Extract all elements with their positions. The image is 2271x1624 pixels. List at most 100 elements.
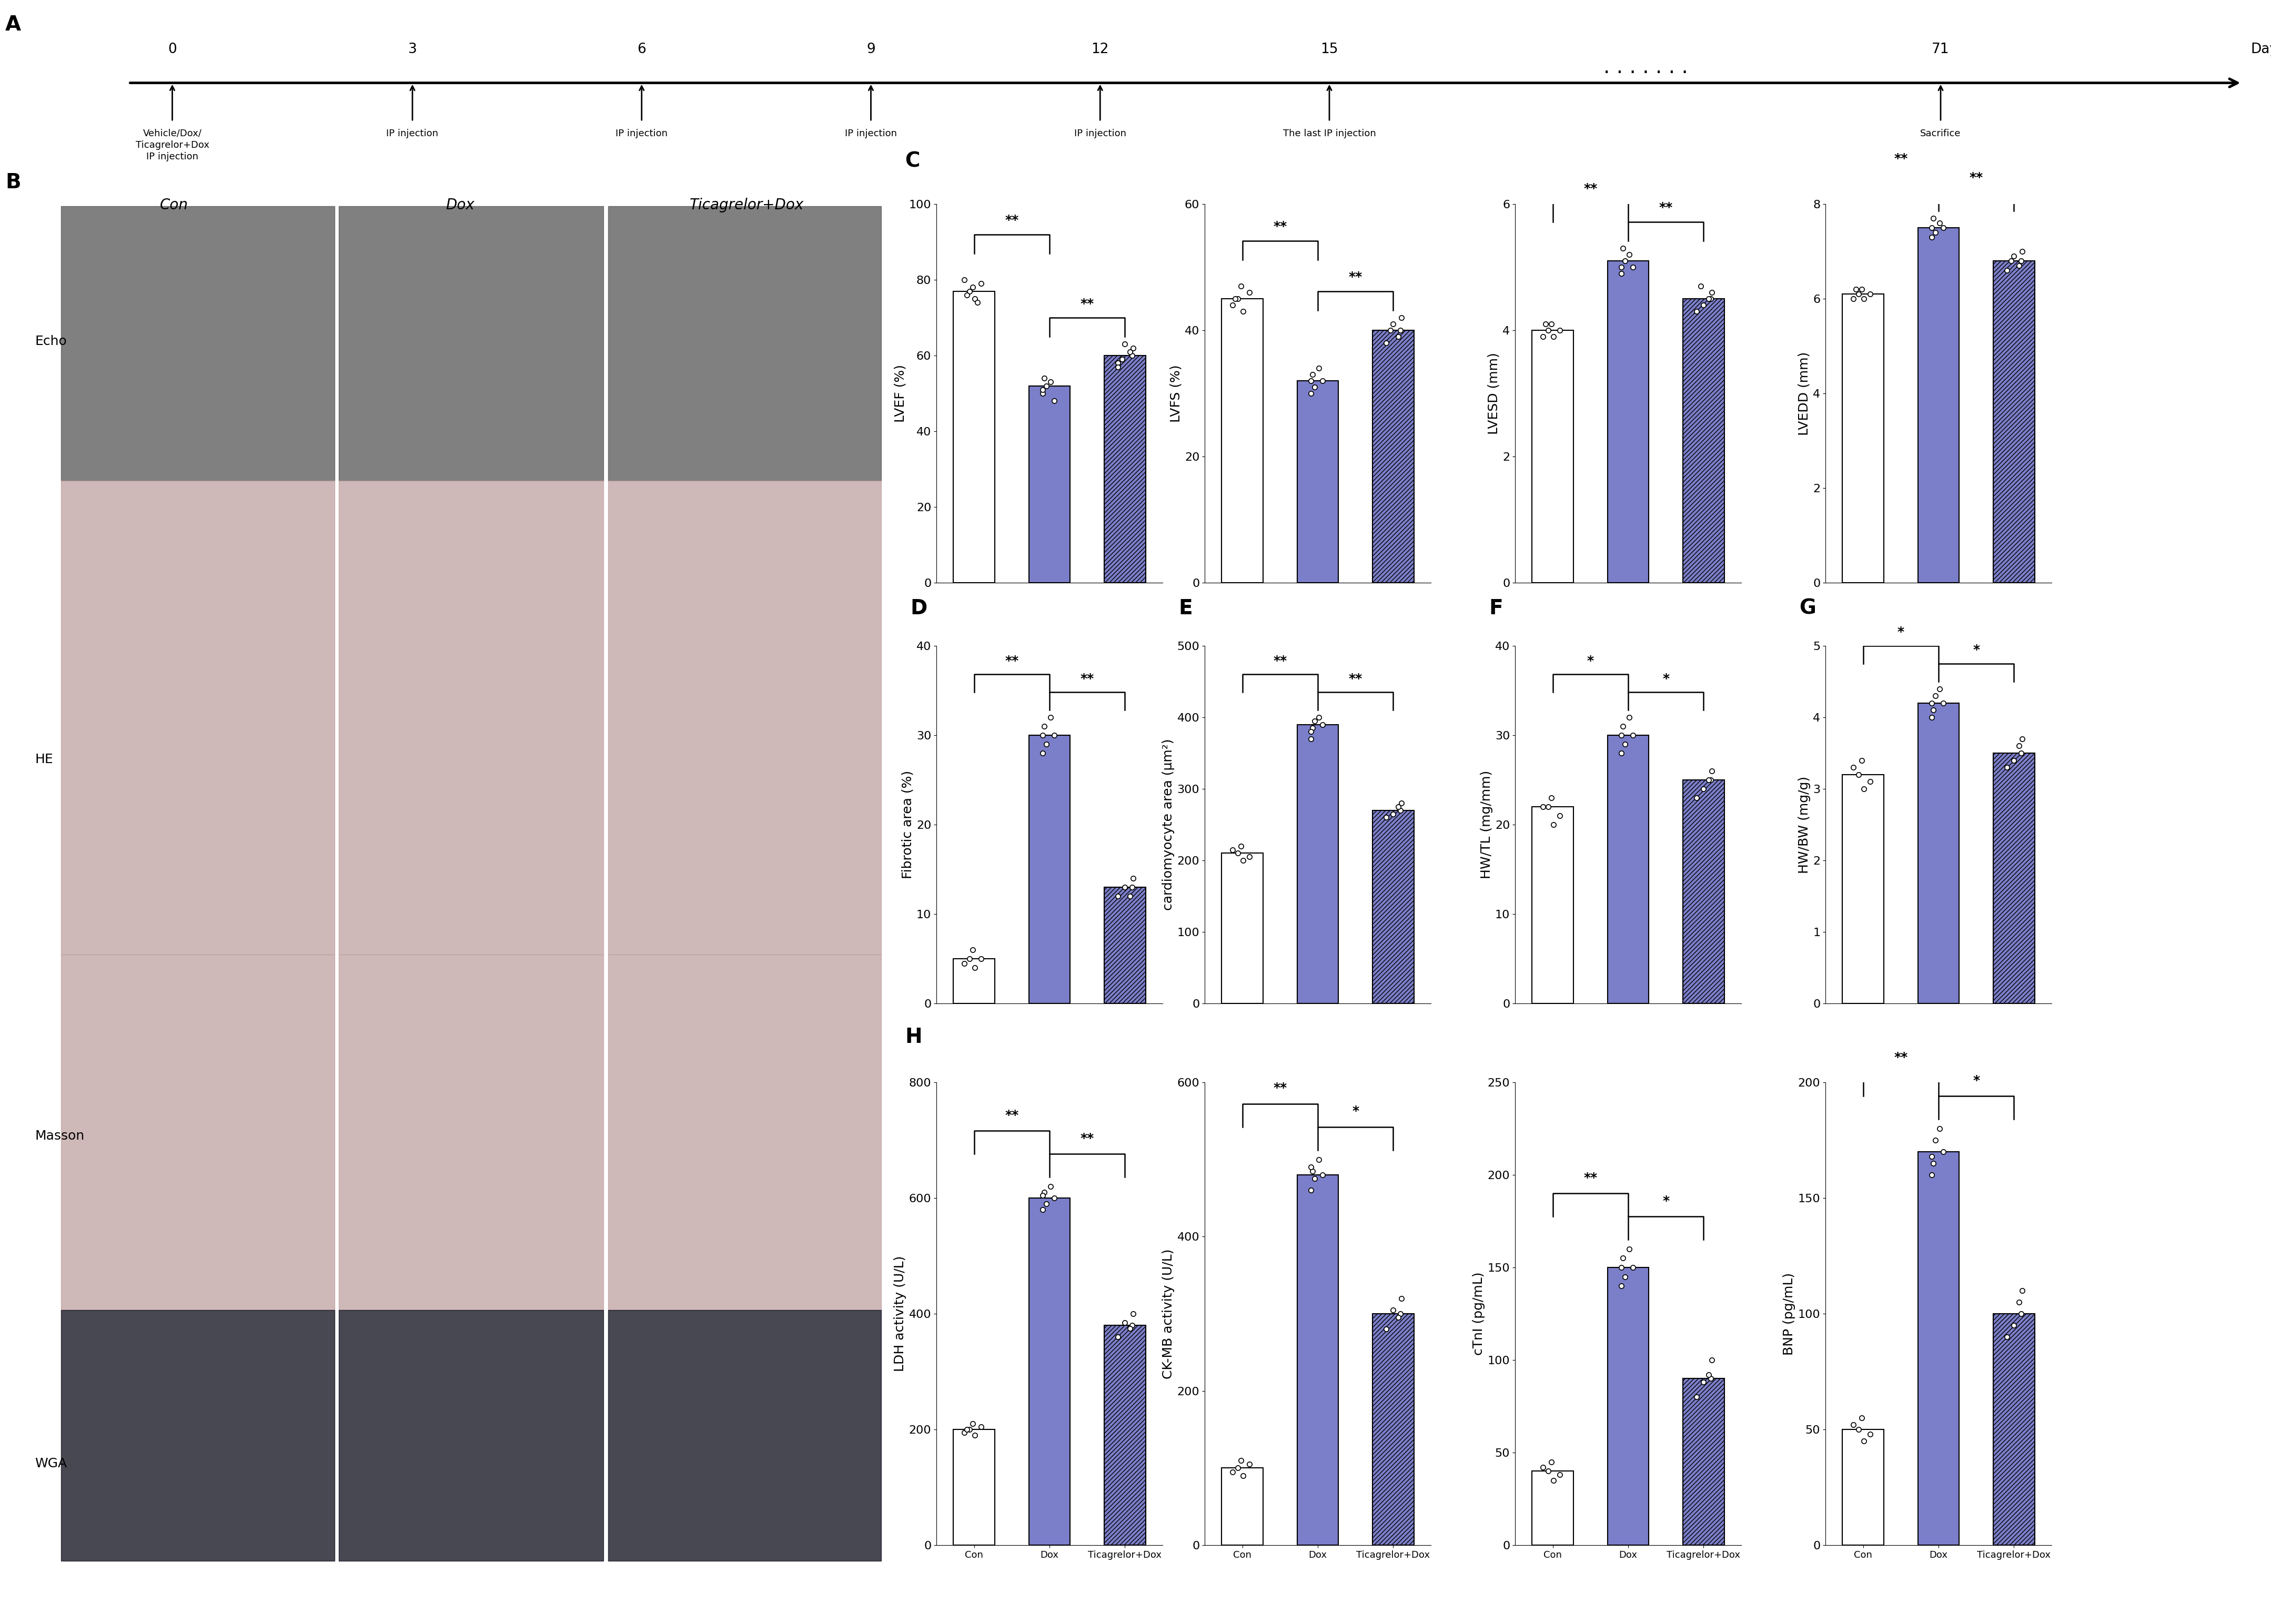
Bar (1842, 775, 1885, 1004)
Point (1304, 711, 1340, 737)
Point (1844, 1405, 1880, 1431)
Point (1231, 844, 1267, 870)
Point (1840, 1416, 1876, 1442)
Bar (1683, 299, 1724, 583)
Point (1231, 279, 1267, 305)
Bar (61, 955, 334, 1311)
Text: IP injection: IP injection (845, 128, 897, 138)
Text: Con: Con (159, 198, 188, 213)
Bar (1222, 1468, 1263, 1544)
Point (1301, 1147, 1338, 1173)
Point (1104, 346, 1140, 372)
Point (1926, 690, 1962, 716)
Point (1989, 257, 2026, 283)
Point (1678, 1384, 1715, 1410)
Point (1374, 310, 1410, 336)
Text: F: F (1490, 599, 1503, 619)
Bar (61, 481, 334, 955)
Point (1535, 812, 1572, 838)
Point (1383, 317, 1419, 343)
Point (1215, 1458, 1251, 1484)
Point (1029, 1190, 1065, 1216)
Point (1383, 1301, 1419, 1327)
Point (1524, 323, 1560, 349)
Point (1685, 292, 1721, 318)
Bar (1683, 1379, 1724, 1544)
Point (2001, 1289, 2037, 1315)
Text: IP injection: IP injection (1074, 128, 1126, 138)
Bar (1683, 780, 1724, 1004)
Point (1292, 1155, 1329, 1181)
Point (2003, 741, 2039, 767)
Point (963, 271, 999, 297)
Bar (954, 958, 995, 1004)
Bar (1533, 330, 1574, 583)
Point (1381, 1304, 1417, 1330)
Point (1292, 367, 1329, 393)
Point (1026, 1179, 1063, 1205)
Point (1844, 276, 1880, 302)
Point (1024, 1197, 1061, 1223)
Bar (61, 1311, 334, 1561)
Point (1615, 1254, 1651, 1280)
Point (1115, 874, 1151, 900)
Text: WGA: WGA (34, 1457, 68, 1470)
Point (1026, 713, 1063, 739)
Point (1926, 1138, 1962, 1164)
Text: HE: HE (34, 754, 52, 767)
Point (1535, 1468, 1572, 1494)
Point (1610, 242, 1646, 268)
Point (1835, 755, 1871, 781)
Bar (1104, 1325, 1145, 1544)
Point (1917, 219, 1953, 245)
Point (1099, 883, 1136, 909)
Point (1608, 248, 1644, 274)
Bar (1297, 724, 1338, 1004)
Point (1533, 1449, 1569, 1475)
Point (952, 278, 988, 304)
Text: The last IP injection: The last IP injection (1283, 128, 1376, 138)
Bar (1917, 1151, 1960, 1544)
Point (1926, 214, 1962, 240)
Y-axis label: cardiomyocyte area (μm²): cardiomyocyte area (μm²) (1163, 739, 1174, 911)
Bar (1608, 736, 1649, 1004)
Point (1989, 755, 2026, 781)
Y-axis label: cTnI (pg/mL): cTnI (pg/mL) (1472, 1272, 1485, 1356)
Point (1542, 1462, 1578, 1488)
Point (1024, 741, 1061, 767)
Text: Masson: Masson (34, 1130, 84, 1142)
Point (1304, 367, 1340, 393)
Point (947, 950, 983, 976)
Text: *: * (1351, 1106, 1358, 1117)
Point (1531, 794, 1567, 820)
Bar (1297, 380, 1338, 583)
Bar (1994, 1314, 2035, 1544)
Bar (1297, 1174, 1338, 1544)
Text: **: ** (1081, 1132, 1095, 1145)
Point (1036, 1186, 1072, 1212)
Text: *: * (1973, 1075, 1980, 1086)
Text: 15: 15 (1319, 42, 1338, 57)
Point (1914, 697, 1951, 723)
Text: H: H (904, 1026, 922, 1047)
Text: **: ** (1081, 672, 1095, 685)
Point (1220, 840, 1256, 866)
Point (1115, 1312, 1151, 1338)
Point (1996, 747, 2033, 773)
Point (1224, 1463, 1260, 1489)
Point (2003, 248, 2039, 274)
Point (1608, 731, 1644, 757)
Point (1837, 276, 1874, 302)
Point (1678, 784, 1715, 810)
Text: E: E (1179, 599, 1192, 619)
Point (1690, 1363, 1726, 1389)
Point (1292, 1177, 1329, 1203)
Bar (1917, 703, 1960, 1004)
Point (1996, 244, 2033, 270)
Point (1033, 705, 1070, 731)
Point (1294, 1158, 1331, 1184)
Bar (61, 206, 334, 481)
Point (952, 945, 988, 971)
Point (1024, 377, 1061, 403)
Point (954, 937, 990, 963)
